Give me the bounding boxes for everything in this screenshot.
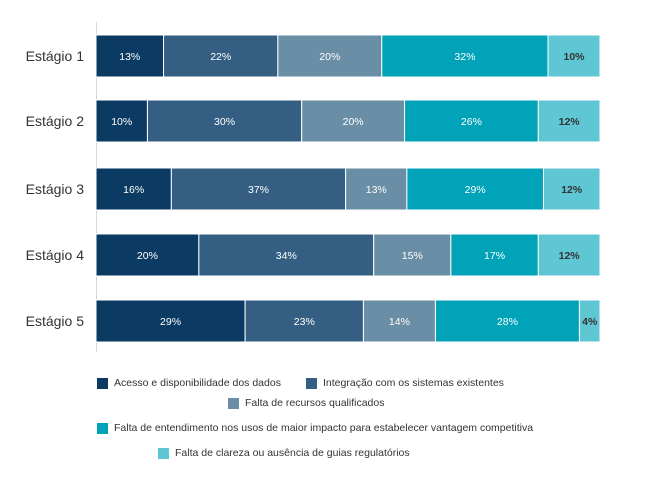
category-label: Estágio 5 <box>26 313 85 329</box>
bar-segment <box>537 233 601 277</box>
legend-item: Falta de entendimento nos usos de maior … <box>97 422 533 434</box>
data-label: 15% <box>402 250 423 262</box>
legend-item: Falta de clareza ou ausência de guias re… <box>158 447 410 459</box>
legend-label: Falta de recursos qualificados <box>245 397 385 409</box>
bar-segment <box>95 167 172 211</box>
data-label: 13% <box>119 51 140 63</box>
legend-label: Acesso e disponibilidade dos dados <box>114 377 281 389</box>
legend-label: Falta de clareza ou ausência de guias re… <box>175 447 410 459</box>
legend-item: Falta de recursos qualificados <box>228 397 385 409</box>
bars-group: 13% 22% 20% 32% 10% 10% 30% 20% 26% 12% 16% 37% 13% 2… <box>95 34 601 343</box>
data-label: 32% <box>454 51 475 63</box>
data-label: 14% <box>389 316 410 328</box>
bar-segment <box>146 99 303 143</box>
legend-swatch <box>97 377 108 389</box>
bar-segment <box>450 233 539 277</box>
data-label: 10% <box>564 51 586 63</box>
legend-item: Acesso e disponibilidade dos dados <box>97 377 281 389</box>
bar-segment <box>404 99 539 143</box>
bar-segment <box>301 99 406 143</box>
data-label: 23% <box>294 316 315 328</box>
data-label: 22% <box>210 51 231 63</box>
data-label: 29% <box>465 184 486 196</box>
category-label: Estágio 2 <box>26 113 85 129</box>
data-label: 26% <box>461 116 482 128</box>
data-label: 37% <box>248 184 269 196</box>
data-label: 12% <box>559 250 581 262</box>
data-label: 34% <box>276 250 297 262</box>
data-label: 20% <box>319 51 340 63</box>
legend-swatch <box>228 397 239 409</box>
bar-segment <box>578 299 601 343</box>
bar-segment <box>95 233 200 277</box>
category-label: Estágio 1 <box>26 48 85 64</box>
data-label: 17% <box>484 250 505 262</box>
bar-segment <box>95 99 148 143</box>
bar-segment <box>345 167 408 211</box>
data-label: 28% <box>497 316 518 328</box>
data-label: 29% <box>160 316 181 328</box>
bar-segment <box>406 167 544 211</box>
data-label: 10% <box>111 116 132 128</box>
bar-segment <box>362 299 436 343</box>
data-label: 4% <box>582 316 598 328</box>
legend-label: Falta de entendimento nos usos de maior … <box>114 422 534 434</box>
data-label: 12% <box>559 116 581 128</box>
data-label: 12% <box>561 184 583 196</box>
bar-segment <box>547 34 601 78</box>
data-label: 16% <box>123 184 144 196</box>
legend-label: Integração com os sistemas existentes <box>323 377 504 389</box>
bar-segment <box>170 167 347 211</box>
legend-item: Integração com os sistemas existentes <box>306 377 504 389</box>
legend-swatch <box>158 447 169 459</box>
bar-segment <box>95 299 246 343</box>
bar-segment <box>434 299 580 343</box>
data-label: 20% <box>343 116 364 128</box>
bar-segment <box>381 34 549 78</box>
bar-segment <box>537 99 601 143</box>
legend-swatch <box>97 422 108 434</box>
category-label: Estágio 4 <box>26 247 85 263</box>
legend-swatch <box>306 377 317 389</box>
bar-segment <box>373 233 452 277</box>
data-label: 13% <box>366 184 387 196</box>
data-label: 30% <box>214 116 235 128</box>
data-label: 20% <box>137 250 158 262</box>
bar-segment <box>542 167 601 211</box>
category-label: Estágio 3 <box>26 181 85 197</box>
bar-segment <box>163 34 279 78</box>
bar-segment <box>244 299 364 343</box>
